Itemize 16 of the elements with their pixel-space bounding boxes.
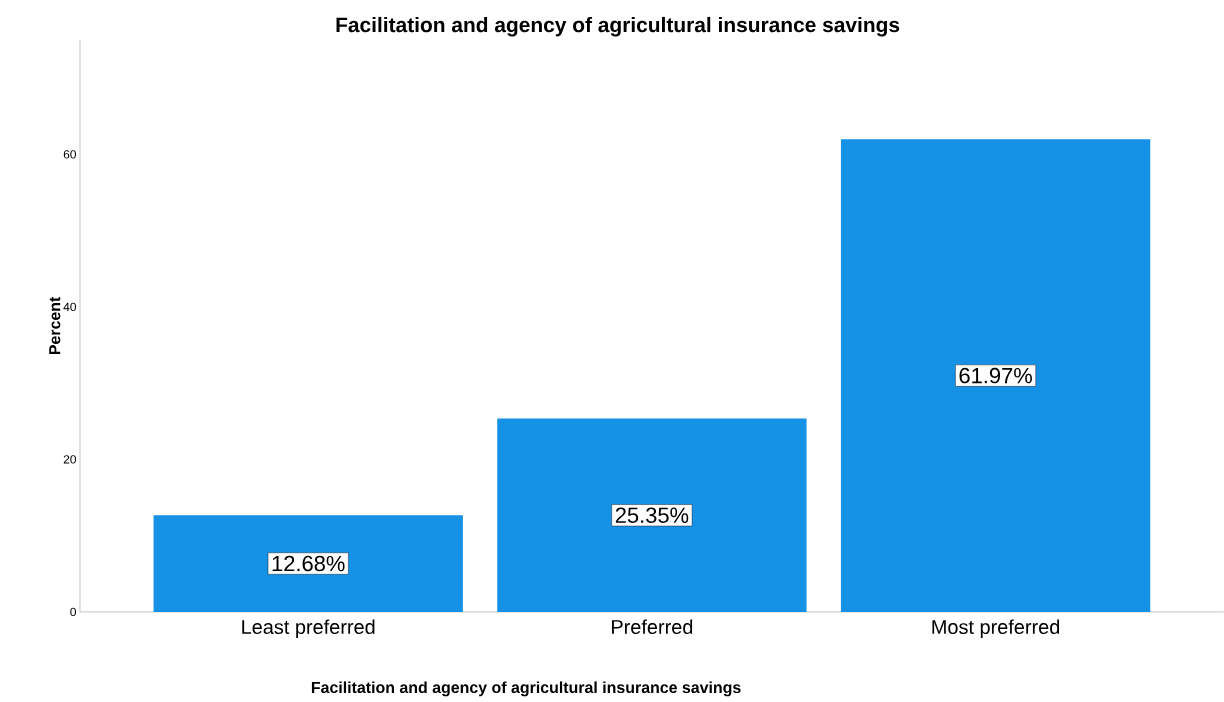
y-axis-title: Percent	[49, 296, 61, 355]
x-tick-label: Least preferred	[242, 619, 375, 639]
data-label: 12.68%	[272, 555, 345, 572]
x-axis-title: Facilitation and agency of agricultural insurance savings	[311, 681, 741, 697]
chart-title: Facilitation and agency of agricultural insurance savings	[336, 16, 900, 37]
bar	[153, 515, 463, 612]
x-tick-label: Most preferred	[932, 619, 1060, 639]
x-tick-label: Preferred	[612, 619, 693, 635]
bar	[840, 139, 1151, 612]
y-tick-label: 20	[63, 455, 77, 464]
data-label: 61.97%	[959, 367, 1032, 384]
y-tick-label: 0	[70, 607, 77, 617]
data-label: 25.35%	[615, 507, 689, 524]
y-tick-label: 40	[63, 302, 77, 312]
y-tick-label: 60	[63, 150, 77, 159]
bar	[497, 418, 807, 612]
